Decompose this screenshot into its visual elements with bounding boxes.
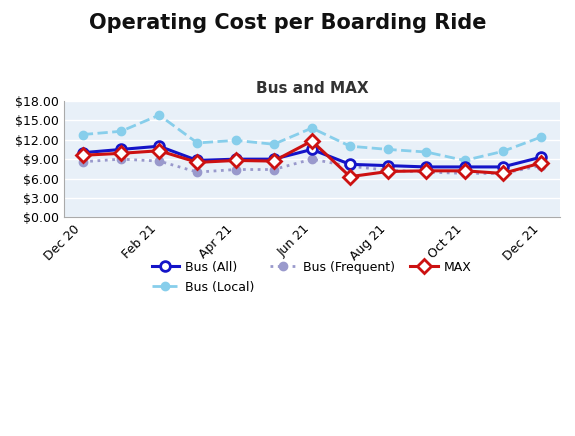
- MAX: [79, 153, 86, 158]
- Title: Bus and MAX: Bus and MAX: [255, 81, 368, 95]
- Bus (Local): [347, 143, 354, 149]
- Bus (Frequent): [499, 171, 506, 176]
- Bus (All): [461, 164, 468, 170]
- MAX: [308, 138, 315, 143]
- Bus (All): [156, 143, 163, 149]
- Bus (Local): [538, 135, 545, 140]
- Bus (Local): [156, 112, 163, 118]
- MAX: [156, 148, 163, 153]
- Bus (All): [499, 164, 506, 170]
- Line: MAX: MAX: [78, 136, 546, 181]
- Bus (All): [79, 150, 86, 155]
- MAX: [232, 158, 239, 163]
- Bus (Frequent): [79, 159, 86, 164]
- MAX: [270, 158, 277, 164]
- Bus (Frequent): [270, 167, 277, 172]
- Line: Bus (All): Bus (All): [78, 141, 546, 172]
- Bus (All): [385, 163, 392, 168]
- Bus (Frequent): [347, 164, 354, 169]
- Bus (Frequent): [194, 170, 201, 175]
- Bus (Local): [499, 149, 506, 154]
- Bus (Local): [117, 129, 124, 134]
- Bus (All): [347, 162, 354, 167]
- Bus (Local): [232, 138, 239, 143]
- Bus (Local): [385, 147, 392, 152]
- MAX: [385, 169, 392, 174]
- Bus (Local): [194, 140, 201, 146]
- Bus (Local): [308, 126, 315, 131]
- MAX: [194, 160, 201, 165]
- MAX: [117, 151, 124, 156]
- Bus (Frequent): [538, 163, 545, 168]
- Bus (All): [423, 164, 430, 170]
- Bus (Frequent): [232, 167, 239, 172]
- MAX: [538, 160, 545, 166]
- Line: Bus (Local): Bus (Local): [79, 111, 545, 165]
- Bus (All): [194, 158, 201, 163]
- Bus (Frequent): [423, 170, 430, 175]
- Bus (Frequent): [308, 157, 315, 162]
- Bus (Local): [461, 158, 468, 163]
- Legend: Bus (All), Bus (Local), Bus (Frequent), MAX: Bus (All), Bus (Local), Bus (Frequent), …: [147, 256, 477, 299]
- MAX: [499, 171, 506, 176]
- Bus (Local): [423, 150, 430, 155]
- MAX: [347, 174, 354, 179]
- Bus (Frequent): [117, 157, 124, 162]
- Bus (All): [117, 147, 124, 152]
- Text: Operating Cost per Boarding Ride: Operating Cost per Boarding Ride: [89, 13, 486, 33]
- Bus (Local): [79, 132, 86, 137]
- Bus (All): [232, 157, 239, 162]
- Line: Bus (Frequent): Bus (Frequent): [79, 155, 545, 177]
- Bus (Frequent): [385, 167, 392, 173]
- MAX: [461, 168, 468, 174]
- Bus (Local): [270, 142, 277, 147]
- Bus (Frequent): [461, 171, 468, 176]
- Bus (All): [538, 155, 545, 160]
- Bus (All): [270, 157, 277, 162]
- Bus (Frequent): [156, 158, 163, 164]
- Bus (All): [308, 147, 315, 152]
- MAX: [423, 168, 430, 174]
